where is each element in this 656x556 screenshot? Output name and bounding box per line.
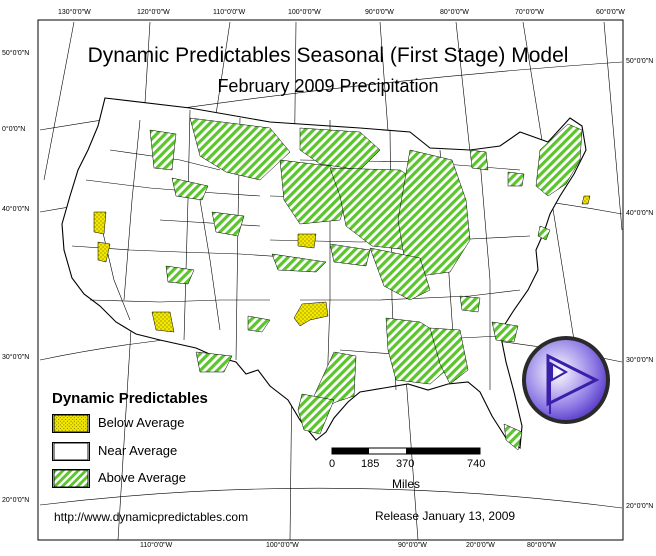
scale-unit-label: Miles — [392, 477, 421, 491]
map-subtitle: February 2009 Precipitation — [217, 76, 439, 96]
legend-label: Below Average — [98, 415, 185, 430]
top-longitude-label: 70°0'0"W — [515, 9, 544, 16]
left-latitude-label: 40°0'0"N — [2, 206, 30, 213]
legend-label: Above Average — [98, 470, 186, 485]
top-longitude-label: 100°0'0"W — [288, 9, 321, 16]
neatline — [37, 19, 624, 541]
scale-tick-label: 185 — [361, 458, 380, 470]
top-longitude-label: 130°0'0"W — [58, 9, 91, 16]
bottom-longitude-label: 100°0'0"W — [266, 542, 299, 549]
top-longitude-label: 120°0'0"W — [137, 9, 170, 16]
top-longitude-label: 60°0'0"W — [596, 9, 625, 16]
scale-bar — [331, 447, 481, 455]
right-latitude-label: 30°0'0"N — [626, 357, 654, 364]
bottom-longitude-label: 80°0'0"W — [527, 542, 556, 549]
left-latitude-label: 20°0'0"N — [2, 497, 30, 504]
bottom-longitude-label: 90°0'0"W — [398, 542, 427, 549]
top-longitude-label: 110°0'0"W — [213, 9, 246, 16]
right-latitude-label: 20°0'0"N — [626, 503, 654, 510]
legend-label: Near Average — [98, 443, 178, 458]
legend-title: Dynamic Predictables — [52, 390, 208, 407]
scale-tick-label: 0 — [329, 458, 336, 470]
right-latitude-label: 40°0'0"N — [626, 210, 654, 217]
above-average-regions — [149, 117, 583, 451]
left-latitude-label: 30°0'0"N — [2, 354, 30, 361]
left-latitude-label: 0°0'0"N — [2, 126, 26, 133]
website-url[interactable]: http://www.dynamicpredictables.com — [54, 510, 249, 524]
top-longitude-label: 80°0'0"W — [440, 9, 469, 16]
top-longitude-label: 90°0'0"W — [365, 9, 394, 16]
scale-tick-label: 740 — [467, 458, 486, 470]
near-average-swatch — [52, 442, 90, 461]
map-title: Dynamic Predictables Seasonal (First Sta… — [87, 44, 569, 67]
above-average-swatch — [52, 469, 90, 488]
release-date: Release January 13, 2009 — [375, 509, 516, 523]
below-average-swatch — [52, 414, 90, 433]
right-latitude-label: 50°0'0"N — [626, 58, 654, 65]
left-latitude-label: 50°0'0"N — [2, 50, 30, 57]
bottom-longitude-label: 110°0'0"W — [140, 542, 173, 549]
play-triangle-logo-icon — [522, 336, 610, 424]
below-average-regions — [93, 195, 591, 333]
scale-tick-label: 370 — [396, 458, 415, 470]
bottom-longitude-label: 20°0'0"W — [466, 542, 495, 549]
